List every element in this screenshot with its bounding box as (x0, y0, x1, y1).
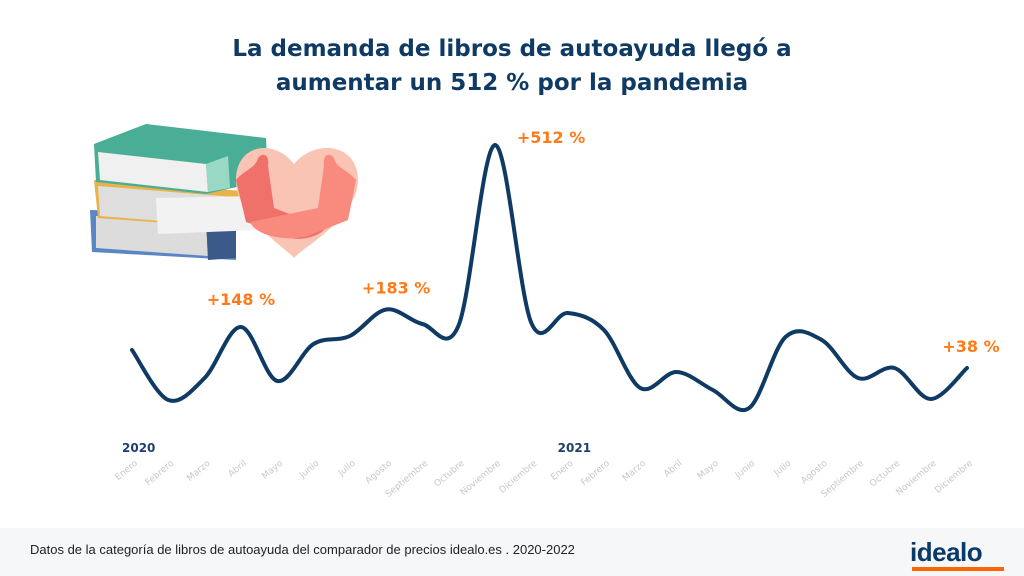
year-label: 2020 (122, 441, 155, 455)
data-point (130, 348, 134, 352)
data-point (602, 328, 606, 332)
x-tick-label: Agosto (364, 458, 395, 486)
data-annotation: +148 % (207, 290, 275, 309)
logo-underline (912, 567, 1004, 571)
x-tick-label: Enero (114, 458, 141, 483)
data-point (529, 321, 533, 325)
x-tick-label: Febrero (144, 458, 177, 488)
data-point (856, 376, 860, 380)
data-annotation: +512 % (517, 128, 585, 147)
line-chart: +148 %+183 %+512 %+38 % 2020 2021 Enero Fe… (114, 128, 1000, 500)
data-point (493, 143, 497, 147)
data-point (929, 397, 933, 401)
x-tick-label: Junio (733, 458, 757, 481)
x-tick-label: Marzo (621, 458, 649, 483)
data-point (638, 386, 642, 390)
title-line-1: La demanda de libros de autoayuda llegó … (232, 36, 792, 62)
footer: Datos de la categoría de libros de autoa… (0, 528, 1024, 576)
data-point (348, 334, 352, 338)
data-annotation: +38 % (942, 337, 999, 356)
data-point (566, 311, 570, 315)
books-icon (90, 124, 268, 260)
data-point (420, 322, 424, 326)
x-tick-label: Abril (227, 459, 249, 480)
chart-title: La demanda de libros de autoayuda llegó … (0, 32, 1024, 100)
books-and-heart-hug-illustration (90, 124, 358, 260)
x-tick-label: Octubre (868, 458, 902, 489)
data-point (965, 366, 969, 370)
data-point (675, 370, 679, 374)
data-point (747, 406, 751, 410)
data-point (312, 342, 316, 346)
x-tick-label: Abril (662, 459, 684, 480)
data-point (166, 398, 170, 402)
data-point (783, 335, 787, 339)
data-point (711, 388, 715, 392)
x-tick-label: Julio (336, 458, 358, 479)
year-label: 2021 (558, 441, 591, 455)
x-tick-label: Julio (772, 458, 794, 479)
x-tick-label: Marzo (185, 458, 213, 483)
x-tick-label: Enero (549, 458, 576, 483)
data-point (275, 379, 279, 383)
heart-hug-icon (236, 148, 358, 258)
source-note: Datos de la categoría de libros de autoa… (30, 542, 575, 557)
x-tick-label: Octubre (433, 458, 467, 489)
x-tick-label: Noviembre (895, 458, 939, 498)
data-point (820, 338, 824, 342)
data-point (457, 323, 461, 327)
x-tick-label: Diciembre (933, 458, 975, 495)
x-tick-label: Noviembre (459, 458, 503, 498)
data-annotation: +183 % (362, 279, 430, 298)
x-tick-label: Mayo (696, 458, 721, 481)
x-tick-label: Febrero (579, 458, 612, 488)
x-tick-label: Junio (297, 458, 321, 481)
x-tick-label: Diciembre (498, 458, 540, 495)
data-point (203, 376, 207, 380)
idealo-logo[interactable]: idealo (910, 537, 983, 567)
data-point (892, 366, 896, 370)
series-line (130, 142, 969, 413)
data-point (239, 325, 243, 329)
x-tick-label: Mayo (260, 458, 285, 481)
title-line-2: aumentar un 512 % por la pandemia (275, 70, 749, 96)
data-point (384, 308, 388, 312)
x-tick-label: Agosto (799, 458, 830, 486)
